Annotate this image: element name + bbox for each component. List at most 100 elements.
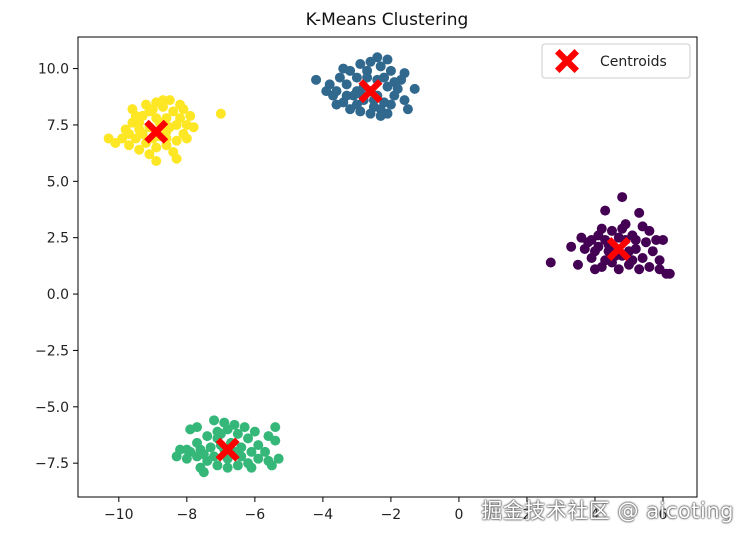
cluster-3-point <box>188 122 199 133</box>
plot-frame <box>77 36 698 498</box>
cluster-3-point <box>110 137 121 148</box>
cluster-2-point <box>198 449 209 460</box>
legend-label-centroids: Centroids <box>600 54 667 70</box>
centroid-marker-0 <box>606 236 631 261</box>
cluster-0-point <box>545 257 556 268</box>
cluster-1-point <box>402 104 413 115</box>
cluster-0-point <box>600 234 611 245</box>
y-tick-label: −2.5 <box>35 343 69 359</box>
cluster-2-point <box>243 433 254 444</box>
cluster-2-point <box>219 417 230 428</box>
cluster-0-point <box>586 252 597 263</box>
cluster-1-point <box>338 63 349 74</box>
x-tick-label: −8 <box>177 507 198 523</box>
legend-box <box>541 43 691 79</box>
y-tick-label: 5.0 <box>47 174 69 190</box>
cluster-1-point <box>362 72 373 83</box>
cluster-2-point <box>181 453 192 464</box>
cluster-1-point <box>409 83 420 94</box>
cluster-3-point <box>178 104 189 115</box>
cluster-3-point <box>171 135 182 146</box>
cluster-2-point <box>202 431 213 442</box>
cluster-3-point <box>144 149 155 160</box>
cluster-3-point <box>137 128 148 139</box>
cluster-3-point <box>151 142 162 153</box>
cluster-0-point <box>657 234 668 245</box>
cluster-1-point <box>351 99 362 110</box>
cluster-2-point <box>253 453 264 464</box>
cluster-3-point <box>151 97 162 108</box>
cluster-1-point <box>341 90 352 101</box>
cluster-0-point <box>640 237 651 248</box>
x-tick-label: −4 <box>313 507 334 523</box>
cluster-1-point <box>341 79 352 90</box>
cluster-0-point <box>606 257 617 268</box>
cluster-1-point <box>321 86 332 97</box>
cluster-1-point <box>331 99 342 110</box>
cluster-2-point <box>260 446 271 457</box>
cluster-0-point <box>596 223 607 234</box>
centroid-marker-1 <box>358 79 383 104</box>
cluster-0-point <box>620 219 631 230</box>
watermark: 掘金技术社区 @ aicoting <box>481 499 734 523</box>
y-tick-label: 7.5 <box>47 118 69 134</box>
cluster-0-point <box>634 264 645 275</box>
cluster-0-point <box>579 243 590 254</box>
cluster-0-point <box>600 205 611 216</box>
cluster-0-point <box>654 264 665 275</box>
cluster-3-point <box>164 95 175 106</box>
cluster-1-point <box>389 77 400 88</box>
cluster-3-point <box>134 117 145 128</box>
cluster-2-point <box>270 422 281 433</box>
cluster-3-point <box>168 106 179 117</box>
y-tick-label: −7.5 <box>35 456 69 472</box>
chart-title: K-Means Clustering <box>306 10 469 30</box>
cluster-0-point <box>613 264 624 275</box>
cluster-2-point <box>209 451 220 462</box>
x-tick-label: 2 <box>522 507 531 523</box>
cluster-0-point <box>634 207 645 218</box>
cluster-2-point <box>232 428 243 439</box>
cluster-0-point <box>613 232 624 243</box>
cluster-0-point <box>572 259 583 270</box>
y-axis-ticks: −7.5 −5.0 −2.5 0.0 2.5 5.0 7.5 10.0 <box>35 62 78 472</box>
x-tick-label: 6 <box>659 507 668 523</box>
y-tick-label: −5.0 <box>35 400 69 416</box>
cluster-3-point <box>127 104 138 115</box>
cluster-2-point <box>239 422 250 433</box>
legend-x-glyph <box>555 49 579 73</box>
cluster-1-point <box>334 72 345 83</box>
cluster-1-point <box>351 72 362 83</box>
cluster-3-point <box>151 156 162 167</box>
cluster-0-point <box>566 241 577 252</box>
cluster-2-point <box>212 460 223 471</box>
cluster-2-point <box>185 424 196 435</box>
x-tick-label: −2 <box>381 507 402 523</box>
x-tick-label: −10 <box>104 507 134 523</box>
cluster-0-point <box>586 234 597 245</box>
y-tick-label: 2.5 <box>47 231 69 247</box>
cluster-2-point <box>232 460 243 471</box>
cluster-1-point <box>382 54 393 65</box>
cluster-0-point <box>647 246 658 257</box>
cluster-0-point <box>644 262 655 272</box>
x-tick-label: −6 <box>245 507 266 523</box>
cluster-2-point <box>171 451 182 462</box>
cluster-2-point <box>215 428 226 439</box>
cluster-3-point <box>185 110 196 121</box>
y-tick-label: 10.0 <box>38 62 69 78</box>
cluster-1-point <box>399 68 410 79</box>
cluster-1-point <box>385 65 396 76</box>
centroid-marker-2 <box>215 437 240 462</box>
cluster-2-point <box>249 426 260 437</box>
cluster-2-point <box>209 415 220 426</box>
cluster-2-point <box>205 442 216 453</box>
cluster-1-point <box>382 108 393 119</box>
cluster-2-point <box>198 467 209 478</box>
cluster-2-point <box>246 462 257 473</box>
cluster-3-point <box>171 153 182 164</box>
legend: Centroids <box>541 43 691 79</box>
cluster-3-point <box>215 108 226 119</box>
cluster-3-point <box>181 133 192 144</box>
cluster-3-point <box>134 144 145 155</box>
